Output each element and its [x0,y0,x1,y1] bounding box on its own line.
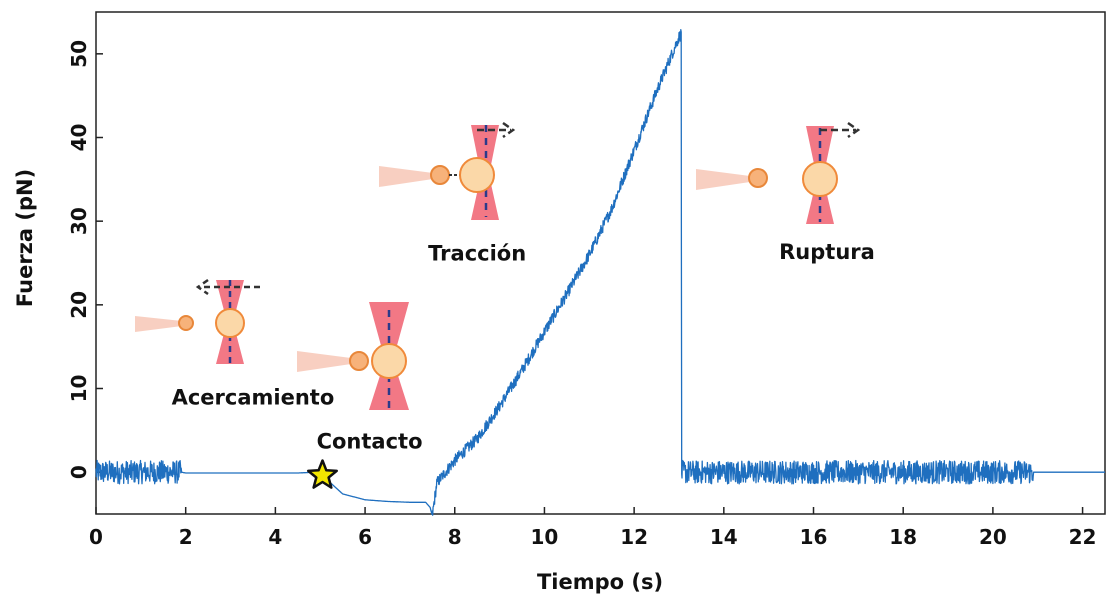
annotation-label: Contacto [317,430,423,454]
contact-illustration [297,302,409,410]
small-bead [178,315,194,331]
y-tick-label: 0 [67,465,91,479]
x-tick-label: 16 [800,525,828,549]
trapped-bead [459,157,495,193]
pulling-illustration [379,121,516,220]
trapped-bead [371,343,407,379]
contact-star-icon [306,459,338,489]
annotation-label: Tracción [428,241,526,265]
pipette-shape [135,316,182,332]
pipette-shape [696,169,750,190]
y-tick-label: 10 [67,375,91,403]
annotation-layer: Acercamiento Contacto Tracción Ruptura [172,240,875,454]
trapped-bead [802,161,838,197]
x-tick-label: 10 [531,525,559,549]
plot-frame [95,11,1106,515]
x-tick-label: 4 [268,525,282,549]
x-tick-label: 18 [889,525,917,549]
marker-layer [306,459,338,489]
small-bead [748,168,768,188]
force-trace-line [95,29,1106,516]
y-tick-label: 30 [67,207,91,235]
x-tick-label: 0 [89,525,103,549]
pipette-shape [379,166,433,187]
x-axis-ticks: 0 2 4 6 8 10 12 14 16 18 20 22 [89,507,1096,549]
x-axis-label: Tiempo (s) [537,570,663,594]
arrow-right-icon [820,121,861,139]
x-tick-label: 20 [979,525,1007,549]
annotation-label: Ruptura [779,240,875,264]
small-bead [430,165,450,185]
x-tick-label: 2 [179,525,193,549]
y-tick-label: 50 [67,40,91,68]
x-tick-label: 14 [710,525,738,549]
x-tick-label: 12 [620,525,648,549]
approach-illustration [135,278,260,364]
data-series-layer [95,29,1106,516]
pipette-shape [297,351,351,372]
x-tick-label: 8 [448,525,462,549]
x-tick-label: 6 [358,525,372,549]
trapped-bead [215,308,245,338]
annotation-label: Acercamiento [172,385,335,409]
y-axis-label: Fuerza (pN) [13,169,37,307]
x-tick-label: 22 [1069,525,1097,549]
y-tick-label: 40 [67,124,91,152]
arrow-left-icon [195,278,260,296]
small-bead [349,351,369,371]
y-axis-ticks: 0 10 20 30 40 50 [67,40,103,479]
arrow-right-icon [477,121,516,139]
y-tick-label: 20 [67,291,91,319]
rupture-illustration [696,121,861,224]
